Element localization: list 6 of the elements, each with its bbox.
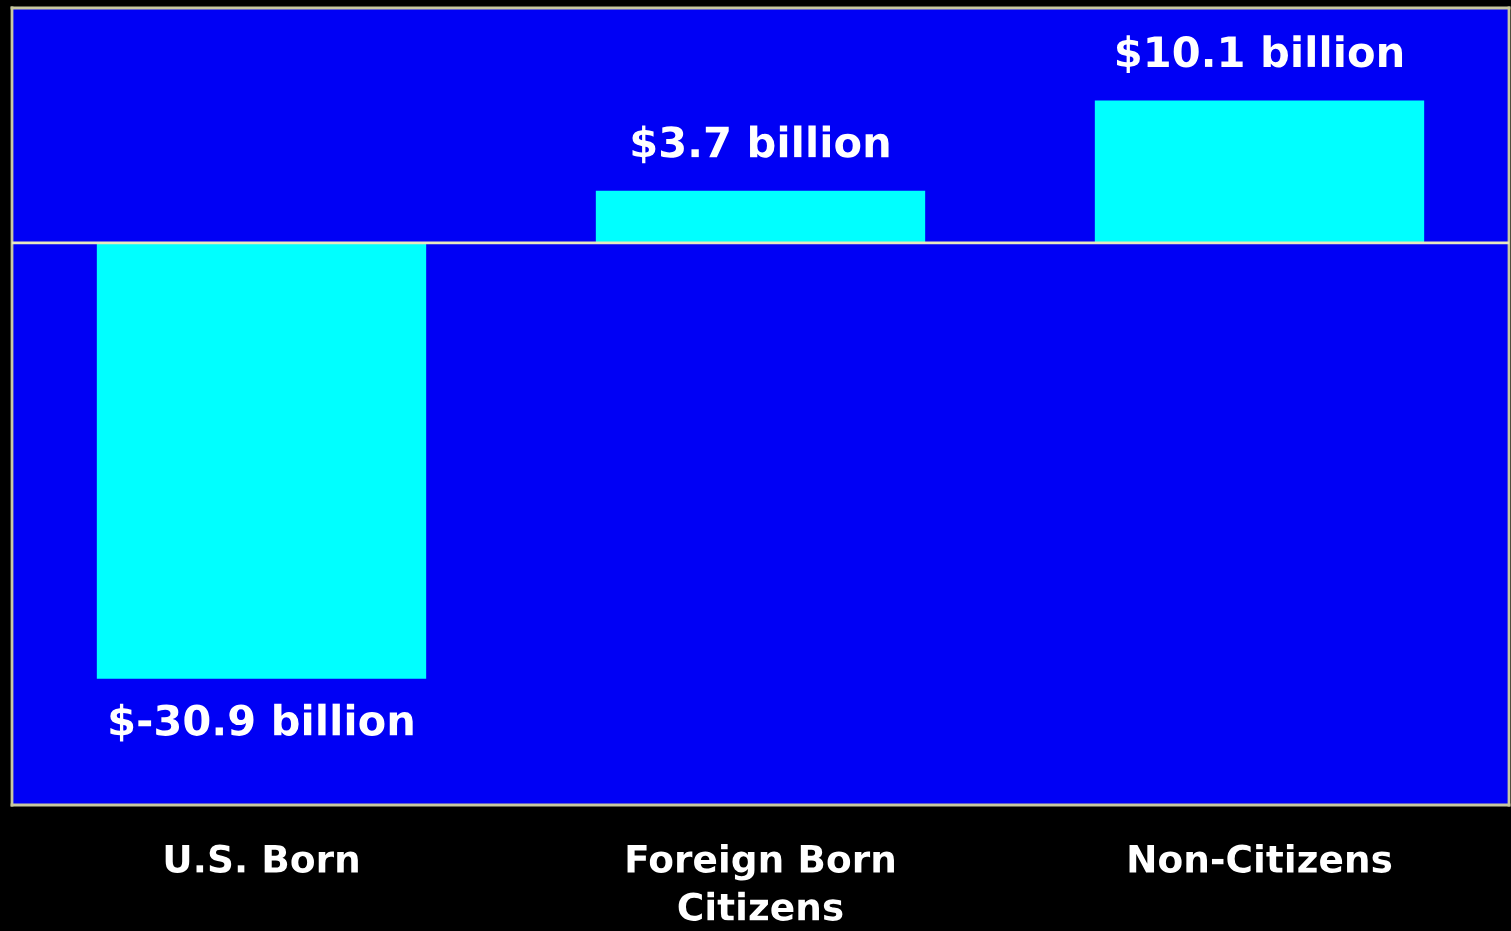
data-label: $10.1 billion: [1116, 35, 1403, 74]
data-label: $-30.9 billion: [110, 703, 413, 742]
x-tick-label: U.S. Born: [165, 844, 358, 873]
x-tick-label: Foreign Born Citizens: [627, 843, 894, 921]
data-label: $3.7 billion: [632, 125, 889, 164]
x-tick-label: Non-Citizens: [1129, 843, 1392, 873]
